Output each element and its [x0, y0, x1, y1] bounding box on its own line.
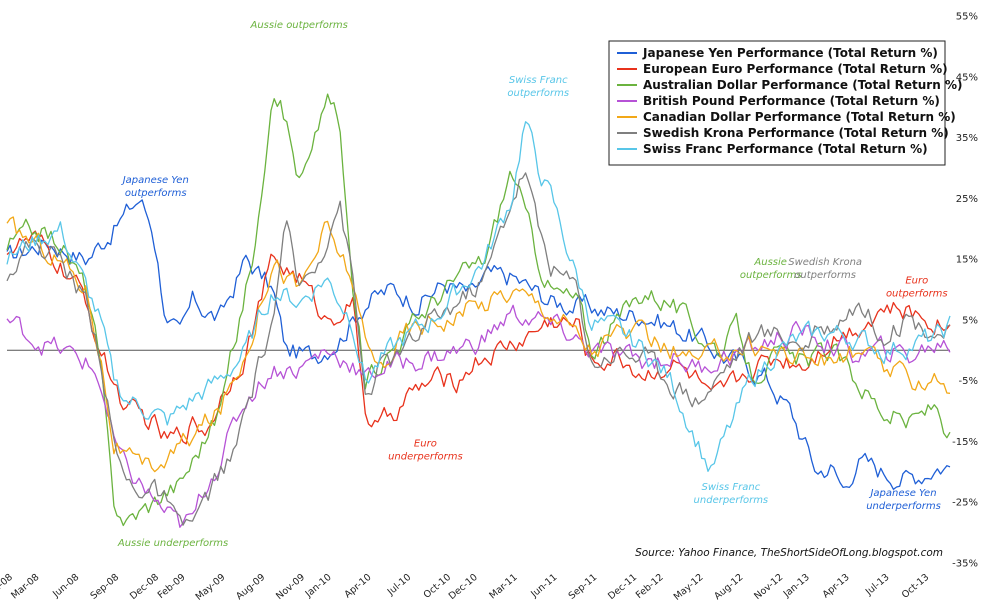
annotation-label: Aussie outperforms	[740, 257, 802, 281]
x-tick-label: Apr-13	[821, 572, 852, 601]
x-tick-label: Feb-12	[634, 572, 666, 601]
series-line	[6, 199, 951, 490]
series-line	[6, 172, 951, 526]
legend-entry: Japanese Yen Performance (Total Return %…	[642, 46, 938, 60]
series-line	[6, 230, 951, 445]
x-tick-label: Sep-11	[567, 572, 600, 602]
legend-entry: Australian Dollar Performance (Total Ret…	[643, 78, 962, 92]
x-tick-label: Jan-10	[303, 572, 334, 600]
annotation-label: Japanese Yen outperforms	[121, 175, 189, 199]
x-tick-label: Aug-12	[712, 572, 745, 602]
annotation-label: Aussie underperforms	[117, 538, 228, 549]
legend-entry: Swedish Krona Performance (Total Return …	[643, 126, 949, 140]
series-line	[6, 216, 951, 473]
x-tick-label: Dec-10	[447, 572, 480, 602]
y-tick-label: -35%	[952, 559, 978, 570]
y-tick-label: 15%	[956, 255, 978, 266]
legend-entry: European Euro Performance (Total Return …	[643, 62, 948, 76]
x-tick-label: Mar-11	[487, 572, 519, 602]
y-tick-label: -25%	[952, 498, 978, 509]
y-tick-label: 55%	[956, 12, 978, 23]
x-tick-label: Dec-11	[606, 572, 639, 602]
annotation-label: Swiss Franc underperforms	[694, 482, 769, 506]
y-tick-label: -15%	[952, 437, 978, 448]
x-tick-label: May-12	[672, 572, 706, 603]
x-tick-label: May-09	[194, 572, 228, 603]
legend-entry: Swiss Franc Performance (Total Return %)	[643, 142, 928, 156]
x-tick-label: Dec-08	[128, 572, 161, 602]
source-note: Source: Yahoo Finance, TheShortSideOfLon…	[635, 547, 943, 559]
x-tick-label: Nov-12	[752, 572, 785, 602]
annotation-label: Euro underperforms	[388, 438, 463, 462]
legend-entry: British Pound Performance (Total Return …	[643, 94, 940, 108]
annotation-label: Euro outperforms	[886, 275, 948, 299]
y-tick-label: -5%	[959, 376, 978, 387]
annotation-label: Swiss Franc outperforms	[507, 75, 569, 99]
y-tick-label: 45%	[956, 72, 978, 83]
x-tick-label: Feb-09	[156, 572, 188, 601]
y-tick-label: 35%	[956, 133, 978, 144]
x-tick-label: Aug-09	[234, 572, 267, 602]
x-tick-label: Jul-13	[863, 572, 892, 598]
x-tick-label: Nov-09	[274, 572, 307, 602]
x-tick-label: Jan-13	[781, 572, 812, 600]
y-tick-label: 5%	[962, 315, 978, 326]
series-line	[6, 304, 951, 528]
legend-entry: Canadian Dollar Performance (Total Retur…	[643, 110, 956, 124]
x-tick-label: Jul-10	[385, 572, 414, 598]
x-tick-label: Oct-13	[900, 572, 932, 601]
y-tick-label: 25%	[956, 194, 978, 205]
x-tick-label: Apr-10	[342, 572, 373, 601]
x-tick-label: Sep-08	[89, 572, 122, 602]
legend: Japanese Yen Performance (Total Return %…	[608, 40, 962, 166]
annotation-label: Japanese Yen underperforms	[866, 488, 941, 512]
x-tick-label: Mar-08	[9, 572, 41, 602]
legend-box	[608, 40, 946, 166]
annotation-label: Aussie outperforms	[249, 20, 347, 31]
annotation-label: Swedish Krona outperforms	[788, 257, 862, 281]
series-line	[6, 121, 951, 472]
x-tick-label: Jun-08	[50, 572, 81, 601]
x-tick-label: Jun-11	[528, 572, 559, 601]
